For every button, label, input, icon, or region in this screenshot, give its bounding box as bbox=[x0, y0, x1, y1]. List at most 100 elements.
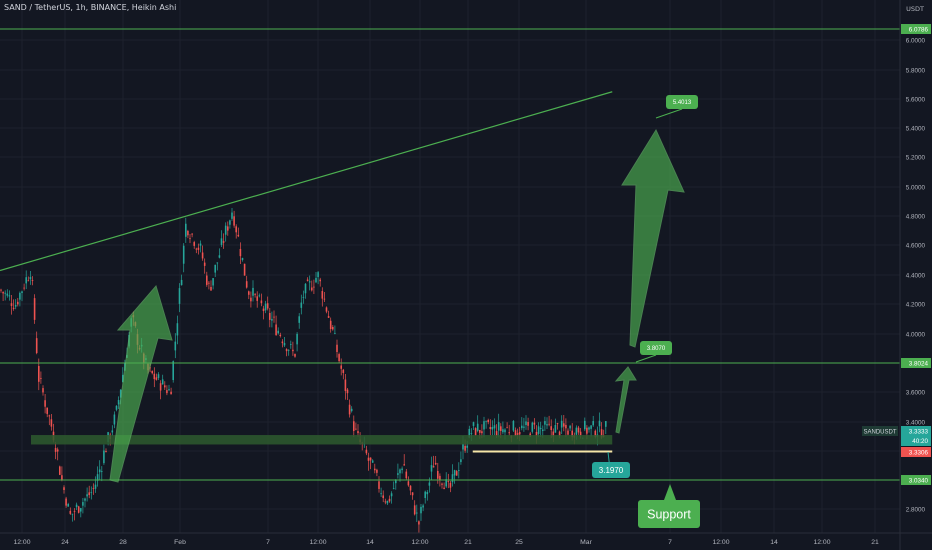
candle-body-216 bbox=[453, 470, 456, 476]
candle-body-83 bbox=[174, 341, 177, 351]
callout-support[interactable]: Support bbox=[638, 500, 700, 528]
second-price-text: 3.3306 bbox=[909, 450, 929, 457]
candle-body-224 bbox=[470, 433, 473, 434]
candle-body-285 bbox=[598, 420, 601, 427]
candle-body-184 bbox=[386, 500, 389, 504]
candle-body-115 bbox=[241, 257, 244, 260]
candle-body-279 bbox=[586, 427, 588, 434]
candle-body-130 bbox=[273, 316, 275, 318]
candle-body-147 bbox=[308, 281, 311, 283]
candle-body-175 bbox=[367, 457, 370, 461]
callout-support-price-text: 3.1970 bbox=[599, 466, 624, 475]
candle-body-94 bbox=[197, 247, 200, 250]
candle-body-78 bbox=[164, 385, 166, 388]
candle-body-116 bbox=[243, 263, 246, 276]
callout-support-box bbox=[638, 500, 700, 528]
candle-body-104 bbox=[218, 255, 221, 258]
y-tick-0: 6.0000 bbox=[906, 38, 926, 45]
candle-body-98 bbox=[206, 275, 208, 285]
candle-body-110 bbox=[231, 212, 233, 219]
candle-body-109 bbox=[229, 220, 231, 225]
callout-support-price[interactable]: 3.1970 bbox=[592, 451, 630, 479]
candle-body-72 bbox=[151, 371, 153, 374]
candle-body-156 bbox=[327, 316, 330, 318]
candle-body-283 bbox=[594, 430, 597, 437]
x-tick-6: 14 bbox=[366, 539, 374, 546]
up-arrow-right[interactable] bbox=[621, 128, 685, 348]
candle-body-251 bbox=[527, 422, 529, 426]
support-zone[interactable] bbox=[31, 435, 613, 445]
y-tick-5: 5.0000 bbox=[906, 185, 926, 192]
candle-body-163 bbox=[342, 369, 345, 373]
candle-body-219 bbox=[460, 459, 462, 463]
candle-body-190 bbox=[399, 469, 401, 474]
candle-body-84 bbox=[176, 323, 179, 336]
callout-target-mid-text: 3.8070 bbox=[647, 346, 666, 352]
candle-body-178 bbox=[374, 468, 376, 471]
currency-label: USDT bbox=[906, 5, 924, 13]
callout-support-text: Support bbox=[647, 508, 691, 522]
candle-body-215 bbox=[451, 474, 454, 483]
candle-body-46 bbox=[96, 474, 99, 481]
time-axis-background bbox=[0, 533, 932, 550]
candle-body-267 bbox=[560, 420, 563, 428]
candle-body-134 bbox=[281, 341, 284, 344]
candle-body-275 bbox=[577, 427, 580, 433]
candle-body-88 bbox=[185, 223, 187, 237]
candle-body-14 bbox=[29, 277, 32, 280]
support-callout-pointer bbox=[664, 484, 676, 500]
candle-body-200 bbox=[420, 506, 422, 514]
candle-body-95 bbox=[199, 243, 202, 246]
candle-body-213 bbox=[447, 481, 450, 482]
candle-body-236 bbox=[495, 431, 498, 436]
price-tag-1 bbox=[901, 358, 931, 368]
candle-body-207 bbox=[434, 462, 437, 465]
candle-body-257 bbox=[539, 427, 542, 429]
callout-support-price-box bbox=[592, 462, 630, 478]
candle-body-73 bbox=[153, 373, 156, 380]
candle-body-151 bbox=[317, 272, 319, 278]
candle-body-135 bbox=[283, 343, 286, 346]
x-tick-0: 12:00 bbox=[13, 539, 30, 546]
candle-body-212 bbox=[445, 479, 447, 487]
candle-body-206 bbox=[432, 466, 435, 468]
candle-body-126 bbox=[264, 303, 267, 311]
candle-body-181 bbox=[380, 493, 382, 495]
candle-body-210 bbox=[441, 483, 443, 485]
candle-body-165 bbox=[346, 389, 349, 394]
candle-body-256 bbox=[537, 426, 540, 434]
candle-body-204 bbox=[428, 482, 431, 486]
candle-body-262 bbox=[550, 426, 552, 431]
candle-body-223 bbox=[468, 428, 471, 438]
candle-body-10 bbox=[21, 291, 23, 294]
candle-body-211 bbox=[443, 487, 445, 490]
candle-body-245 bbox=[514, 430, 517, 436]
last-price-box bbox=[901, 426, 931, 446]
trendline[interactable] bbox=[0, 91, 613, 272]
candle-body-107 bbox=[224, 225, 227, 235]
candle-body-76 bbox=[159, 383, 162, 391]
candle-body-266 bbox=[558, 431, 561, 436]
price-axis[interactable]: 6.0000 5.8000 5.6000 5.4000 5.2000 5.0000 4.80… bbox=[862, 0, 932, 550]
candle-body-11 bbox=[23, 287, 25, 289]
candle-body-203 bbox=[426, 491, 429, 495]
candle-body-193 bbox=[405, 471, 408, 479]
candle-body-226 bbox=[474, 428, 477, 436]
candle-body-162 bbox=[340, 365, 342, 369]
x-tick-13: 14 bbox=[770, 539, 778, 546]
candle-body-41 bbox=[86, 494, 88, 497]
small-arrow-up[interactable] bbox=[614, 366, 637, 434]
candle-body-244 bbox=[512, 420, 515, 431]
callout-target-mid[interactable]: 3.8070 bbox=[635, 341, 672, 363]
candle-body-222 bbox=[466, 445, 468, 448]
candle-body-164 bbox=[344, 379, 347, 391]
candle-body-119 bbox=[250, 297, 252, 302]
callout-target-high[interactable]: 5.4013 bbox=[655, 95, 698, 119]
up-arrow-left[interactable] bbox=[109, 284, 173, 483]
candle-body-230 bbox=[483, 421, 485, 430]
candle-body-159 bbox=[334, 332, 336, 334]
candle-body-32 bbox=[67, 504, 69, 507]
candle-body-268 bbox=[563, 423, 565, 427]
